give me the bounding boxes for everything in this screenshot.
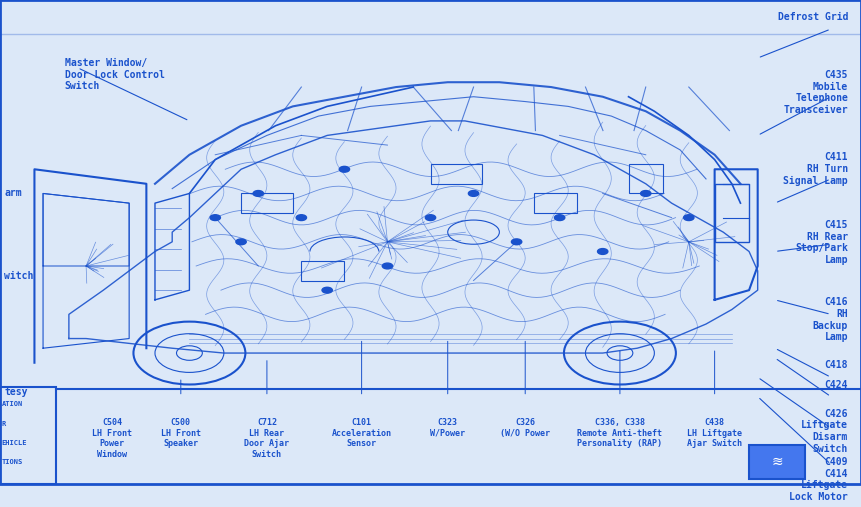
Circle shape	[296, 215, 307, 221]
Bar	[534, 194, 577, 213]
Text: C712
LH Rear
Door Ajar
Switch: C712 LH Rear Door Ajar Switch	[245, 418, 289, 458]
Text: arm: arm	[4, 189, 22, 198]
Circle shape	[598, 248, 608, 255]
Circle shape	[641, 191, 651, 196]
Text: C326
(W/O Power: C326 (W/O Power	[500, 418, 550, 438]
Text: C323
W/Power: C323 W/Power	[430, 418, 465, 438]
Bar	[749, 445, 805, 479]
Text: TIONS: TIONS	[2, 459, 23, 465]
Bar	[0, 387, 56, 484]
Text: C336, C338
Remote Anti-theft
Personality (RAP): C336, C338 Remote Anti-theft Personality…	[578, 418, 662, 448]
Text: C424: C424	[825, 380, 848, 390]
Circle shape	[511, 239, 522, 245]
Circle shape	[382, 263, 393, 269]
Circle shape	[253, 191, 263, 196]
Text: C435
Mobile
Telephone
Transceiver: C435 Mobile Telephone Transceiver	[784, 70, 848, 115]
Circle shape	[554, 215, 565, 221]
Text: C438
LH Liftgate
Ajar Switch: C438 LH Liftgate Ajar Switch	[687, 418, 742, 448]
Text: C101
Acceleration
Sensor: C101 Acceleration Sensor	[331, 418, 392, 448]
Circle shape	[339, 166, 350, 172]
Text: ≋: ≋	[771, 455, 783, 469]
Text: C411
RH Turn
Signal Lamp: C411 RH Turn Signal Lamp	[784, 152, 848, 186]
Bar	[301, 261, 344, 280]
Text: ATION: ATION	[2, 402, 23, 408]
Text: witch: witch	[4, 271, 34, 281]
Text: C416
RH
Backup
Lamp: C416 RH Backup Lamp	[813, 298, 848, 342]
Circle shape	[322, 287, 332, 293]
Text: Defrost Grid: Defrost Grid	[777, 12, 848, 22]
Text: C415
RH Rear
Stop/Park
Lamp: C415 RH Rear Stop/Park Lamp	[796, 220, 848, 265]
Circle shape	[468, 191, 479, 196]
Text: Master Window/
Door Lock Control
Switch: Master Window/ Door Lock Control Switch	[65, 58, 164, 91]
Text: R: R	[2, 421, 6, 427]
Circle shape	[236, 239, 246, 245]
Text: C504
LH Front
Power
Window: C504 LH Front Power Window	[92, 418, 132, 458]
Text: C426
Liftgate
Disarm
Switch: C426 Liftgate Disarm Switch	[801, 409, 848, 453]
Text: tesy: tesy	[4, 387, 28, 397]
Text: C500
LH Front
Speaker: C500 LH Front Speaker	[161, 418, 201, 448]
Bar	[715, 184, 749, 242]
Bar	[241, 194, 293, 213]
Text: C418: C418	[825, 360, 848, 370]
Text: EHICLE: EHICLE	[2, 440, 28, 446]
Text: C409
C414
Liftgate
Lock Motor: C409 C414 Liftgate Lock Motor	[790, 457, 848, 502]
Bar	[629, 164, 663, 194]
Circle shape	[684, 215, 694, 221]
Bar	[430, 164, 482, 184]
Circle shape	[425, 215, 436, 221]
Circle shape	[210, 215, 220, 221]
